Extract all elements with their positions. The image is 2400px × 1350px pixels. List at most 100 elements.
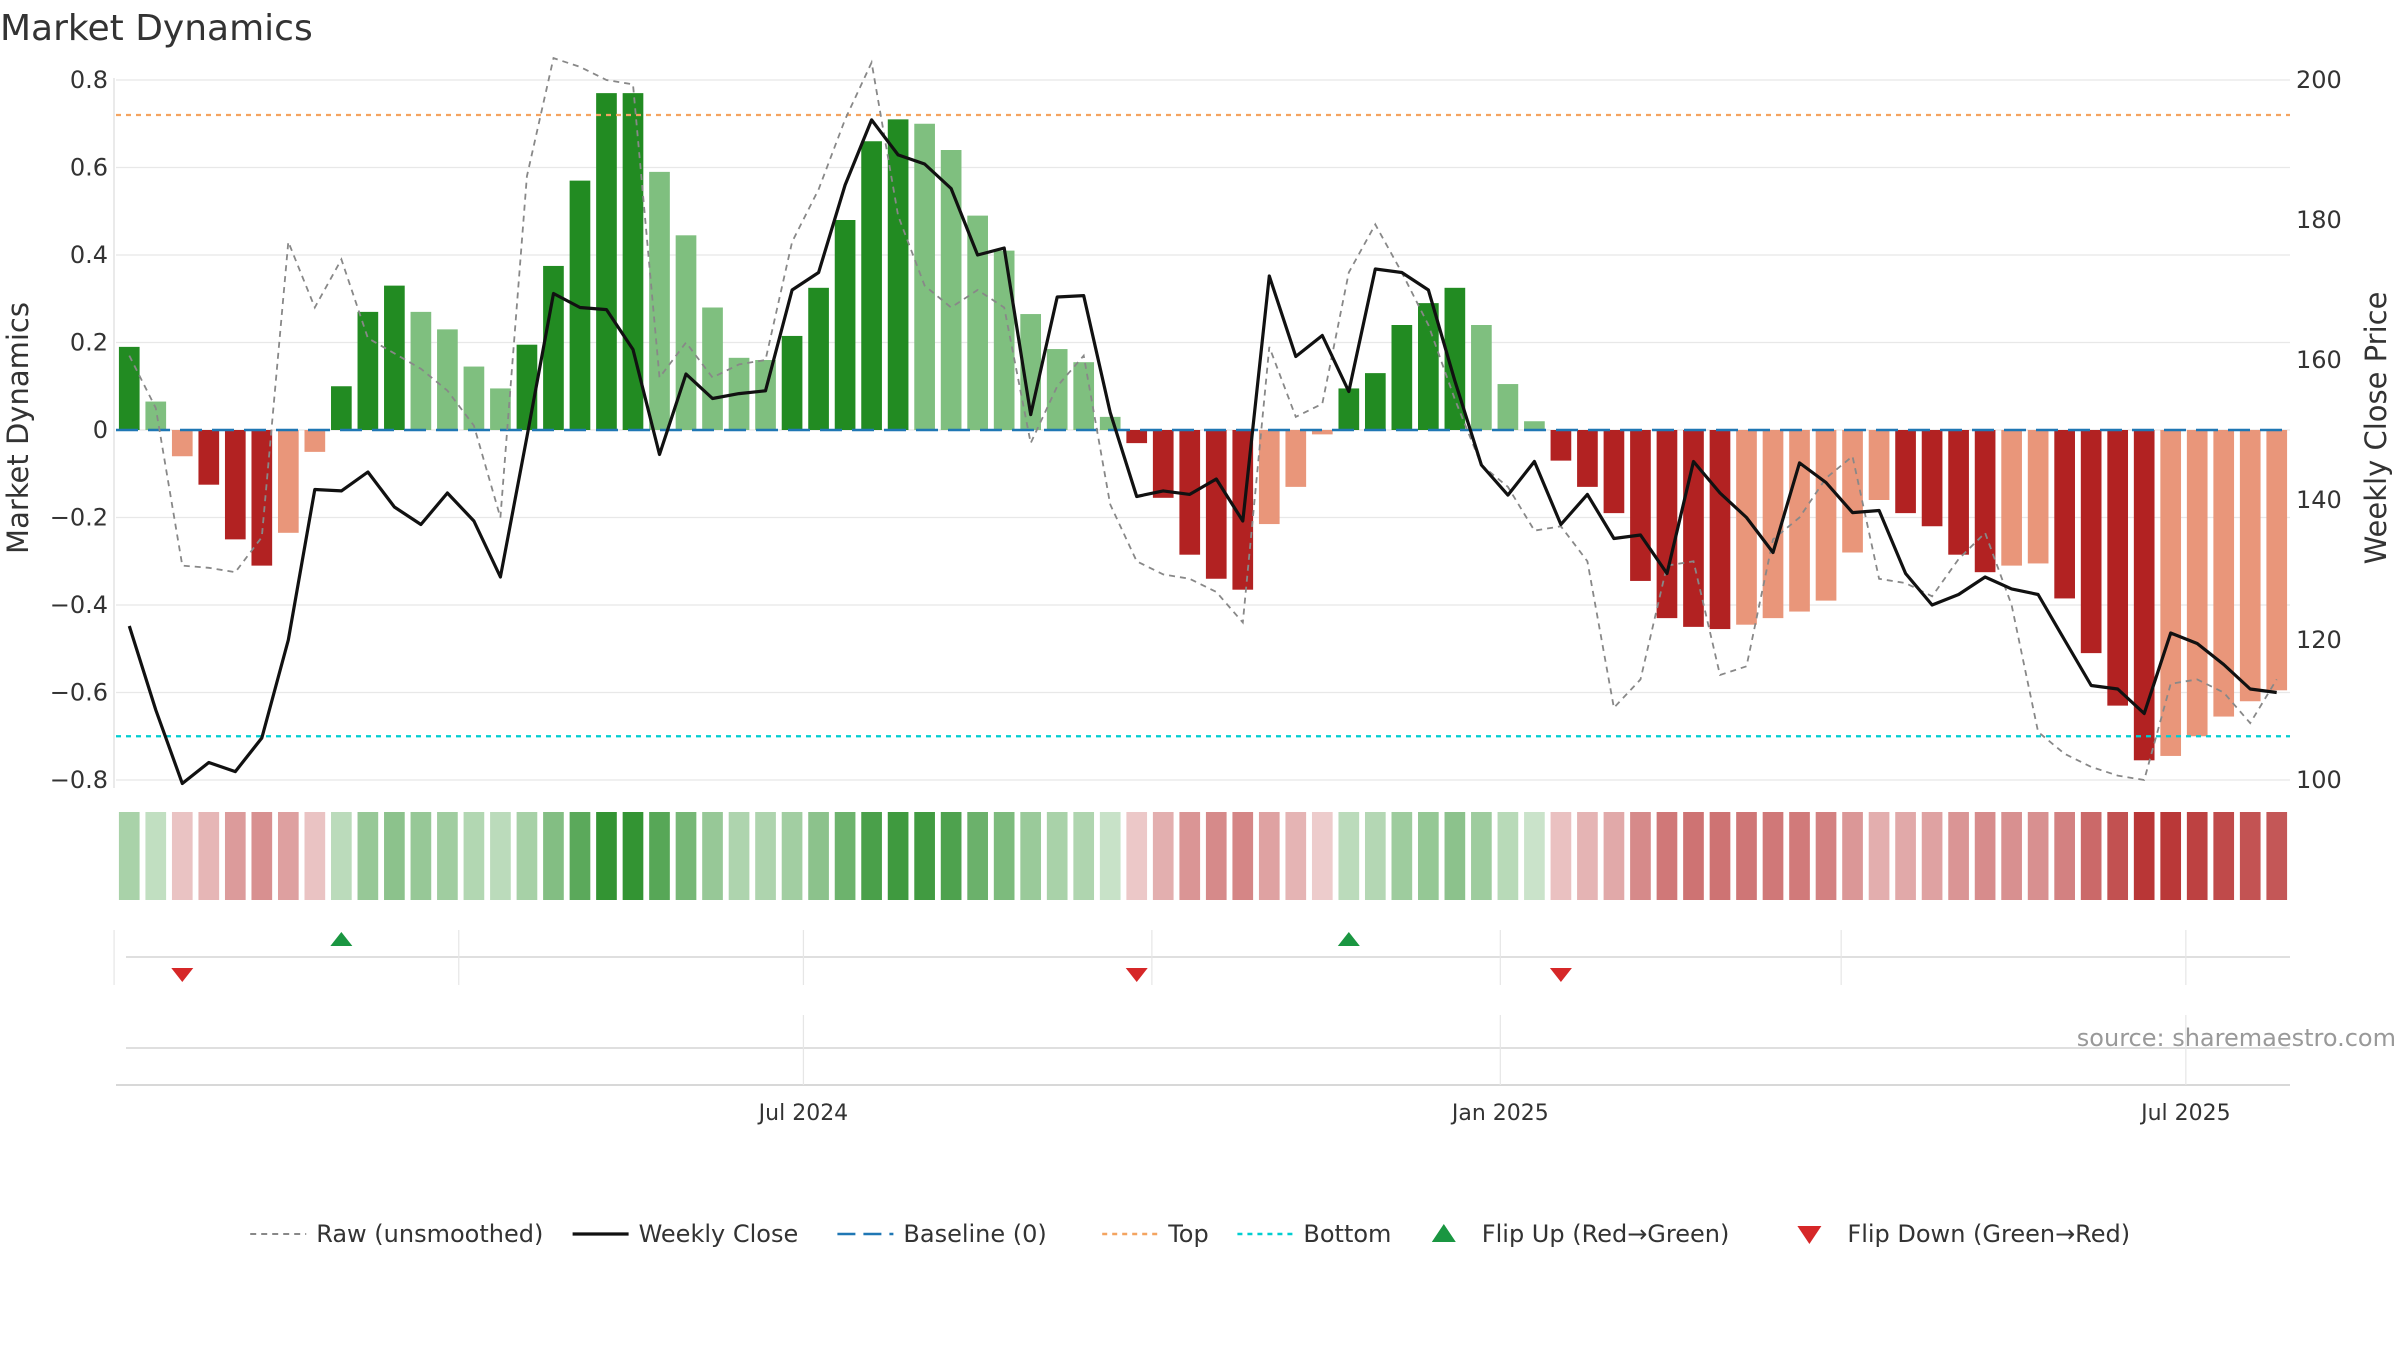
- bar: [2054, 430, 2075, 599]
- bar: [1471, 325, 1492, 430]
- source-note: source: sharemaestro.com: [2077, 1024, 2396, 1052]
- bar: [2186, 430, 2208, 737]
- bar: [1099, 416, 1121, 430]
- y-tick-label: 0.6: [70, 154, 108, 182]
- bar: [384, 285, 405, 430]
- bar: [993, 250, 1015, 430]
- x-tick-label: Jul 2024: [757, 1101, 849, 1126]
- bar: [1524, 421, 1545, 430]
- heat-cell: [118, 812, 140, 900]
- heat-cell: [384, 812, 405, 900]
- bar: [463, 366, 485, 430]
- bar: [861, 141, 882, 430]
- bar: [1418, 303, 1439, 430]
- y-tick-label: −0.4: [50, 591, 108, 619]
- bar: [702, 307, 723, 430]
- flip-down-marker: [1549, 968, 1572, 982]
- heat-cell: [1895, 812, 1916, 900]
- bar: [1709, 430, 1731, 630]
- bar: [596, 93, 617, 430]
- bar: [808, 287, 829, 430]
- heat-cell: [675, 812, 697, 900]
- bar: [543, 265, 564, 430]
- y-tick-label: 0.8: [70, 66, 108, 94]
- heat-cell: [1338, 812, 1360, 900]
- bar: [2266, 430, 2288, 691]
- heat-cell: [277, 812, 299, 900]
- heat-cell: [198, 812, 220, 900]
- heat-cell: [224, 812, 246, 900]
- legend-label: Raw (unsmoothed): [316, 1220, 543, 1248]
- bar: [171, 430, 193, 457]
- bar: [1338, 388, 1360, 430]
- legend-item: Bottom: [1237, 1220, 1391, 1248]
- heat-cell: [2266, 812, 2288, 900]
- heat-cell: [1762, 812, 1784, 900]
- y2-tick-label: 160: [2296, 346, 2342, 374]
- heat-cell: [2239, 812, 2261, 900]
- heat-cell: [145, 812, 167, 900]
- bar: [1789, 430, 1810, 612]
- bar: [1205, 430, 1227, 579]
- y-axis-label-left: Market Dynamics: [1, 302, 35, 554]
- bar: [2107, 430, 2129, 706]
- bar: [198, 430, 220, 485]
- heat-cell: [1179, 812, 1201, 900]
- heat-cell: [1683, 812, 1704, 900]
- heat-cell: [2160, 812, 2182, 900]
- bar: [304, 430, 326, 452]
- bar: [2213, 430, 2235, 717]
- bar: [781, 335, 803, 430]
- bar: [2239, 430, 2261, 702]
- bar: [145, 401, 167, 430]
- heat-cell: [861, 812, 882, 900]
- bar: [569, 180, 591, 430]
- heat-cell: [1258, 812, 1280, 900]
- heat-cell: [702, 812, 723, 900]
- heat-cell: [1974, 812, 1996, 900]
- heat-cell: [2213, 812, 2235, 900]
- heat-cell: [1099, 812, 1121, 900]
- bar: [410, 311, 432, 430]
- heat-strip: [118, 812, 2288, 900]
- heat-cell: [940, 812, 962, 900]
- legend-label: Baseline (0): [903, 1220, 1046, 1248]
- close-series: [127, 118, 2277, 786]
- flip-down-marker: [171, 968, 194, 982]
- legend-label: Flip Up (Red→Green): [1482, 1220, 1730, 1248]
- bar: [1603, 430, 1625, 514]
- y-axis-left: 0.8 0.6 0.4 0.2 0 −0.2 −0.4 −0.6 −0.8: [50, 66, 108, 794]
- heat-cell: [357, 812, 379, 900]
- reference-lines: [116, 113, 2290, 738]
- bar: [1868, 430, 1890, 500]
- heat-cell: [1311, 812, 1333, 900]
- heat-cell: [1842, 812, 1863, 900]
- bar: [1630, 430, 1651, 581]
- bars: [118, 93, 2288, 761]
- heat-cell: [808, 812, 829, 900]
- heat-cell: [1656, 812, 1678, 900]
- heat-cell: [1577, 812, 1598, 900]
- heat-cell: [1868, 812, 1890, 900]
- heat-cell: [1232, 812, 1254, 900]
- heat-cell: [755, 812, 776, 900]
- heat-cell: [1524, 812, 1545, 900]
- legend-item: Baseline (0): [837, 1220, 1047, 1248]
- bar: [1020, 314, 1042, 430]
- heat-cell: [1046, 812, 1068, 900]
- y-axis-label-right: Weekly Close Price: [2359, 292, 2393, 565]
- heat-cell: [1073, 812, 1095, 900]
- heat-cell: [781, 812, 803, 900]
- legend-item: Flip Down (Green→Red): [1797, 1220, 2130, 1248]
- heat-cell: [1550, 812, 1572, 900]
- heat-cell: [1152, 812, 1174, 900]
- bar: [1683, 430, 1704, 627]
- heat-cell: [887, 812, 909, 900]
- heat-cell: [1471, 812, 1492, 900]
- bar: [1497, 384, 1519, 430]
- bar: [357, 311, 379, 430]
- bar: [675, 235, 697, 430]
- heat-cell: [728, 812, 750, 900]
- heat-cell: [1709, 812, 1731, 900]
- legend-item: Raw (unsmoothed): [250, 1220, 543, 1248]
